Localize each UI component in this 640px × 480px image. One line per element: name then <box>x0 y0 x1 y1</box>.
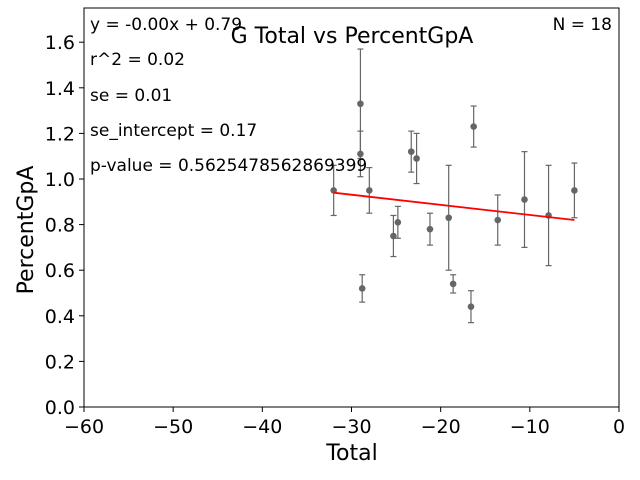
chart-title: G Total vs PercentGpA <box>231 24 474 49</box>
data-point <box>407 148 415 155</box>
y-axis-ticks: 0.0 0.2 0.4 0.6 0.8 1.0 1.2 1.4 1.6 <box>45 32 84 419</box>
data-point <box>390 232 397 240</box>
data-point <box>449 280 457 288</box>
y-tick-label: 0.8 <box>45 215 75 237</box>
x-tick-label: 0 <box>613 416 625 438</box>
r-squared-value: r^2 = 0.02 <box>90 50 185 70</box>
data-point <box>358 285 366 292</box>
data-point <box>426 225 434 233</box>
y-tick-label: 0.0 <box>45 397 75 419</box>
data-point <box>494 216 502 224</box>
x-tick-label: −20 <box>421 416 461 438</box>
y-tick-label: 1.6 <box>45 32 75 54</box>
x-tick-label: −10 <box>510 416 550 438</box>
se-intercept-value: se_intercept = 0.17 <box>90 121 257 141</box>
p-value: p-value = 0.5625478562869399 <box>90 156 367 176</box>
x-tick-label: −30 <box>331 416 371 438</box>
x-axis-ticks: −60 −50 −40 −30 −20 −10 0 <box>64 407 625 438</box>
y-tick-label: 1.4 <box>45 78 75 100</box>
x-tick-label: −40 <box>242 416 282 438</box>
fit-line-group <box>333 191 575 221</box>
data-point <box>357 100 364 108</box>
y-tick-label: 1.0 <box>45 169 75 191</box>
data-point <box>413 155 420 162</box>
fit-line <box>333 191 575 221</box>
data-point <box>521 196 528 203</box>
x-tick-label: −60 <box>64 416 104 438</box>
data-point <box>467 303 475 310</box>
y-axis-label: PercentGpA <box>14 166 39 295</box>
data-point <box>357 150 364 158</box>
regression-equation: y = -0.00x + 0.79 <box>90 15 242 35</box>
data-point <box>571 187 578 194</box>
data-point <box>366 187 373 194</box>
data-point <box>470 123 477 130</box>
sample-size: N = 18 <box>553 15 612 35</box>
data-point <box>445 214 452 222</box>
y-tick-label: 0.6 <box>45 260 75 282</box>
y-tick-label: 1.2 <box>45 123 75 145</box>
y-tick-label: 0.4 <box>45 306 75 328</box>
data-points <box>330 100 578 310</box>
x-axis-label: Total <box>325 441 377 466</box>
standard-error-value: se = 0.01 <box>90 86 172 106</box>
y-tick-label: 0.2 <box>45 351 75 373</box>
x-tick-label: −50 <box>153 416 193 438</box>
data-point <box>394 219 402 226</box>
